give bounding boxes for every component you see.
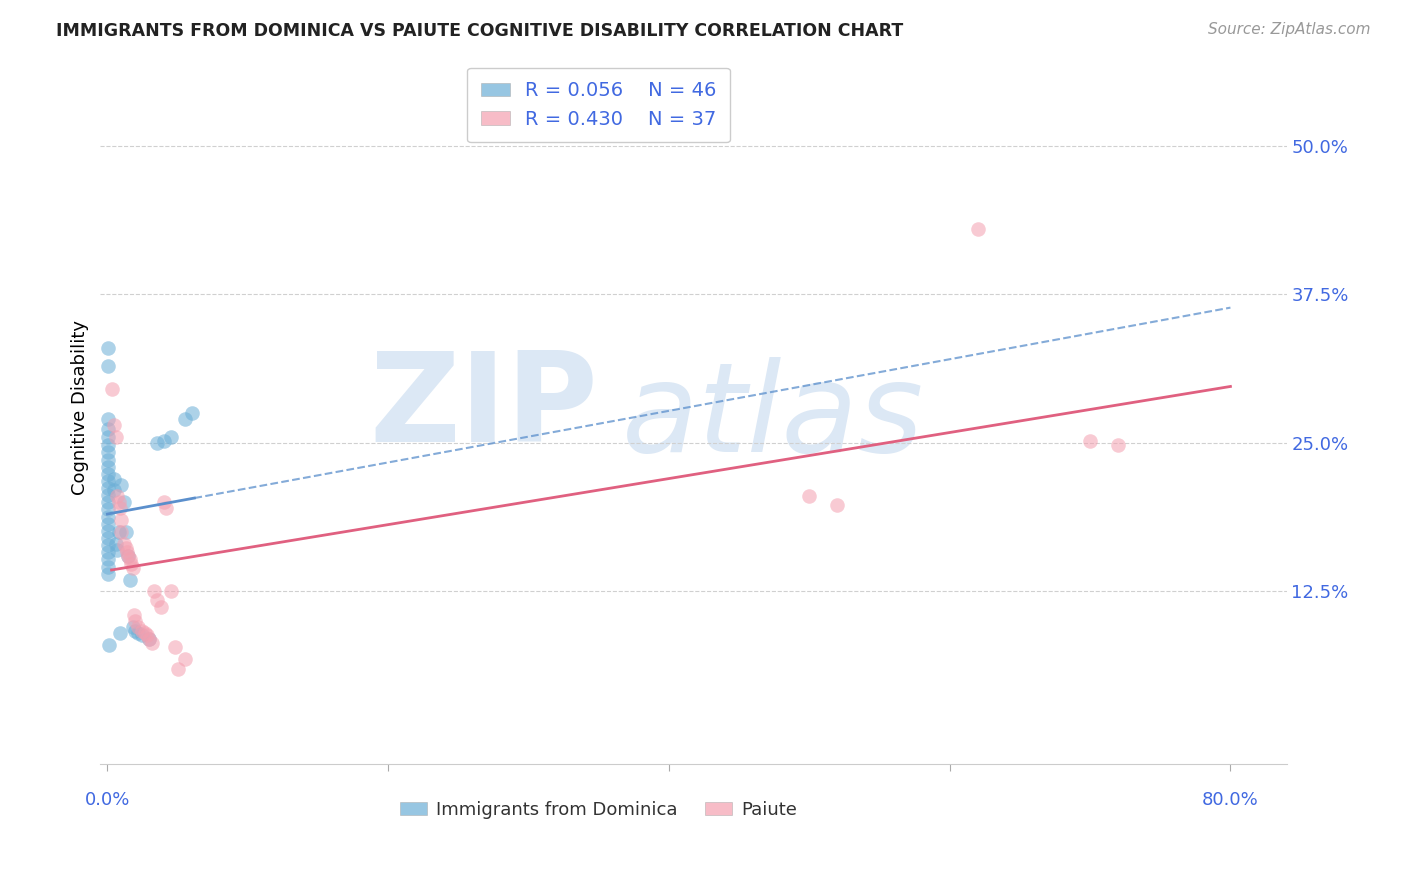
Point [97,445,120,459]
Point [135,628,157,642]
Point [105,489,128,503]
Point [141,635,163,649]
Point [107,495,129,509]
Point [134,626,156,640]
Point [97,509,120,524]
Point [97,502,120,516]
Point [105,542,128,557]
Point [118,573,141,587]
Point [117,549,139,563]
Point [120,557,142,571]
Point [97,488,120,502]
Point [97,538,120,552]
Point [97,422,120,436]
Point [121,620,143,634]
Point [108,626,131,640]
Text: ZIP: ZIP [370,347,599,467]
Point [97,531,120,545]
Point [138,632,160,646]
Point [145,592,167,607]
Point [97,516,120,531]
Point [114,524,136,539]
Point [1078,434,1101,448]
Point [103,483,125,498]
Point [97,467,120,481]
Point [97,359,120,373]
Point [122,608,145,623]
Point [104,430,127,444]
Point [173,412,195,426]
Point [97,566,120,581]
Point [97,524,120,538]
Text: Source: ZipAtlas.com: Source: ZipAtlas.com [1208,22,1371,37]
Point [97,438,120,452]
Point [97,474,120,488]
Point [114,541,136,555]
Point [97,545,120,559]
Point [97,452,120,467]
Legend: Immigrants from Dominica, Paiute: Immigrants from Dominica, Paiute [394,794,804,826]
Text: IMMIGRANTS FROM DOMINICA VS PAIUTE COGNITIVE DISABILITY CORRELATION CHART: IMMIGRANTS FROM DOMINICA VS PAIUTE COGNI… [56,22,904,40]
Point [103,418,125,433]
Text: 80.0%: 80.0% [1202,791,1258,809]
Point [138,632,160,646]
Point [180,406,202,420]
Point [121,560,143,574]
Point [966,222,988,236]
Point [118,552,141,566]
Point [97,559,120,574]
Point [145,436,167,450]
Point [1107,438,1129,452]
Text: atlas: atlas [623,358,924,478]
Point [799,489,821,503]
Point [97,459,120,474]
Point [110,524,132,539]
Point [155,501,177,516]
Point [97,481,120,495]
Point [124,614,146,628]
Point [112,495,135,509]
Point [131,628,153,642]
Point [97,495,120,509]
Point [124,624,146,638]
Point [127,626,149,640]
Point [152,434,174,448]
Point [100,383,122,397]
Point [131,624,153,638]
Point [112,537,135,551]
Point [97,412,120,426]
Point [108,501,131,516]
Point [117,549,139,563]
Point [173,652,195,666]
Point [115,545,138,559]
Point [152,495,174,509]
Point [149,599,172,614]
Point [97,430,120,444]
Point [166,662,188,676]
Point [97,552,120,566]
Y-axis label: Cognitive Disability: Cognitive Disability [72,319,89,495]
Point [159,584,181,599]
Point [97,341,120,355]
Text: 0.0%: 0.0% [84,791,131,809]
Point [110,513,132,527]
Point [827,498,849,512]
Point [163,640,186,655]
Point [97,638,120,652]
Point [110,477,132,491]
Point [107,524,129,539]
Point [159,430,181,444]
Point [127,620,149,634]
Point [103,472,125,486]
Point [104,537,127,551]
Point [142,584,165,599]
